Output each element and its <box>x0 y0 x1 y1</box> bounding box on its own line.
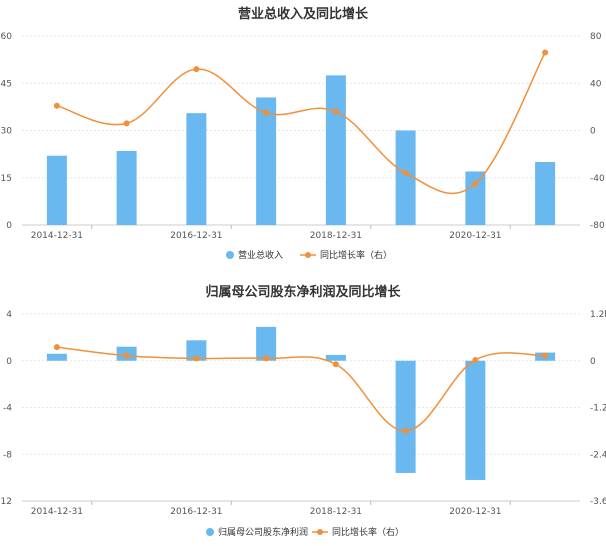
legend-line-label: 同比增长率（右） <box>320 249 392 261</box>
growth-point[interactable] <box>53 102 60 109</box>
left-axis-tick-label: 15 <box>1 174 12 184</box>
right-axis-tick-label: 0 <box>590 357 596 367</box>
right-axis-tick-label: -1.2k <box>590 404 606 414</box>
growth-point[interactable] <box>193 66 200 73</box>
net-profit-chart: 归属母公司股东净利润及同比增长 -12 -8 -4 0 4 -3.6k -2.4k -1.2k 0… <box>0 284 606 538</box>
growth-point[interactable] <box>123 120 130 127</box>
legend-line-label: 同比增长率（右） <box>332 526 404 538</box>
x-axis-tick-label: 2020-12-31 <box>449 507 501 517</box>
bar[interactable] <box>46 353 67 361</box>
growth-point[interactable] <box>263 355 270 362</box>
growth-point[interactable] <box>472 180 479 187</box>
bar[interactable] <box>465 171 486 225</box>
chart-title: 营业总收入及同比增长 <box>238 6 369 22</box>
left-axis-tick-label: -8 <box>3 450 12 460</box>
chart-title: 归属母公司股东净利润及同比增长 <box>205 284 401 300</box>
legend-bar-label: 营业总收入 <box>238 249 283 261</box>
right-axis-tick-label: 0 <box>590 127 596 137</box>
bar[interactable] <box>325 354 346 361</box>
bar[interactable] <box>395 130 416 226</box>
right-axis-tick-label: 40 <box>590 79 602 89</box>
bar[interactable] <box>535 162 556 225</box>
right-axis-tick-label: -3.6k <box>590 497 606 507</box>
bar[interactable] <box>116 150 137 225</box>
x-axis-tick-label: 2014-12-31 <box>31 231 83 241</box>
growth-point[interactable] <box>332 361 339 368</box>
x-axis-tick-label: 2018-12-31 <box>310 231 362 241</box>
growth-point[interactable] <box>402 170 409 177</box>
growth-point[interactable] <box>542 49 549 56</box>
growth-point[interactable] <box>332 108 339 115</box>
legend-bar-marker <box>226 251 234 259</box>
x-axis-tick-label: 2016-12-31 <box>170 507 222 517</box>
legend-bar-marker <box>206 528 214 536</box>
bar[interactable] <box>256 97 277 225</box>
left-axis-tick-label: -4 <box>3 404 12 414</box>
legend-line-dot <box>305 252 311 258</box>
revenue-chart: 营业总收入及同比增长 0 15 30 45 60 -80 -40 0 40 80 2014-12-31… <box>1 6 605 261</box>
right-axis-tick-label: 80 <box>590 32 602 42</box>
left-axis-tick-label: 4 <box>6 310 12 320</box>
growth-point[interactable] <box>472 356 479 363</box>
left-axis-tick-label: 0 <box>6 357 12 367</box>
legend-line-dot <box>317 529 323 535</box>
bar[interactable] <box>186 113 207 225</box>
growth-point[interactable] <box>53 344 60 351</box>
growth-point[interactable] <box>542 352 549 359</box>
left-axis-tick-label: 60 <box>1 32 13 42</box>
legend-bar-label: 归属母公司股东净利润 <box>218 526 308 538</box>
bar[interactable] <box>325 75 346 225</box>
growth-point[interactable] <box>402 427 409 434</box>
bar[interactable] <box>46 155 67 225</box>
x-axis-tick-label: 2016-12-31 <box>170 231 222 241</box>
bar[interactable] <box>186 340 207 361</box>
growth-point[interactable] <box>193 355 200 362</box>
growth-point[interactable] <box>263 109 270 116</box>
right-axis-tick-label: -2.4k <box>590 450 606 460</box>
growth-point[interactable] <box>123 352 130 359</box>
growth-line <box>56 346 546 432</box>
x-axis-tick-label: 2018-12-31 <box>310 507 362 517</box>
legend: 营业总收入 同比增长率（右） <box>226 249 392 261</box>
left-axis-tick-label: 45 <box>1 79 12 89</box>
left-axis-tick-label: -12 <box>0 497 12 507</box>
x-axis-tick-label: 2020-12-31 <box>449 231 501 241</box>
bar[interactable] <box>465 360 486 480</box>
left-axis-tick-label: 0 <box>6 221 12 231</box>
legend: 归属母公司股东净利润 同比增长率（右） <box>206 526 404 538</box>
bar[interactable] <box>256 326 277 361</box>
right-axis-tick-label: 1.2k <box>590 310 606 320</box>
right-axis-tick-label: -80 <box>590 221 605 231</box>
left-axis-tick-label: 30 <box>1 127 13 137</box>
right-axis-tick-label: -40 <box>590 174 605 184</box>
x-axis-tick-label: 2014-12-31 <box>31 507 83 517</box>
bar[interactable] <box>395 360 416 473</box>
